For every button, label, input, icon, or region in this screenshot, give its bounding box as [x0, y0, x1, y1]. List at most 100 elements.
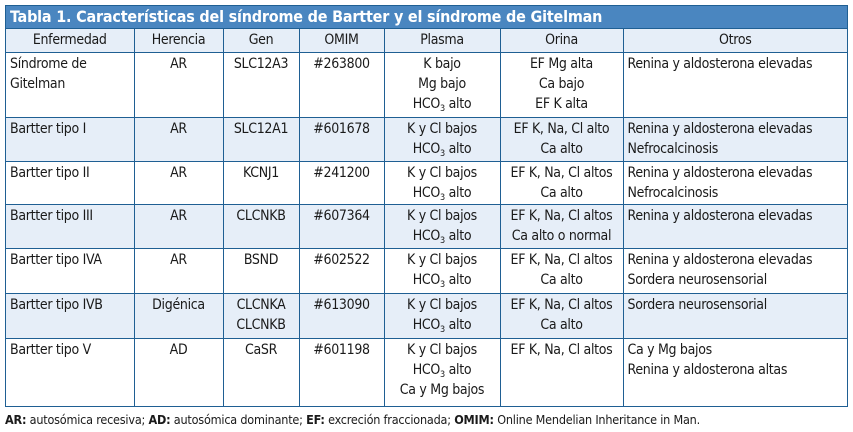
cell-text: EF K, Na, Cl altos — [510, 252, 613, 268]
column-header-omim: OMIM — [298, 29, 385, 53]
cell-text: K y Cl bajos — [407, 342, 477, 358]
cell-text: Ca alto — [540, 185, 583, 201]
cell-text: #607364 — [313, 208, 370, 224]
cell-text: EF K alta — [535, 96, 588, 112]
cell-omim: #263800 — [298, 52, 385, 118]
cell-orina: EF K, Na, Cl altos Ca alto o normal — [499, 204, 624, 249]
cell-text: Ca alto — [540, 272, 583, 288]
cell-enfermedad: Bartter tipo V — [6, 338, 135, 406]
cell-otros: Renina y aldosterona elevadas Nefrocalcin… — [622, 117, 847, 162]
comparison-table: Enfermedad Herencia Gen OMIM Plasma Orina Otro… — [6, 29, 847, 406]
cell-text: Bartter tipo IVB — [10, 297, 103, 313]
footnote-definition: Online Mendelian Inheritance in Man. — [493, 412, 700, 427]
cell-herencia: AR — [133, 161, 224, 205]
cell-text: K y Cl bajos — [407, 165, 477, 181]
cell-text: Bartter tipo II — [10, 165, 90, 181]
column-header-orina: Orina — [499, 29, 624, 53]
cell-enfermedad: Bartter tipo I — [6, 117, 135, 162]
cell-herencia: AR — [133, 248, 224, 294]
cell-text: Ca alto — [540, 141, 583, 157]
footnote-definition: excreción fraccionada; — [324, 412, 455, 427]
cell-text: #601198 — [313, 342, 370, 358]
cell-text: K y Cl bajos — [407, 252, 477, 268]
cell-text: K y Cl bajos — [407, 208, 477, 224]
cell-gen: CLCNKB — [222, 204, 300, 249]
cell-text: HCO3 alto — [412, 272, 472, 290]
cell-text: HCO3 alto — [412, 228, 472, 246]
cell-text: KCNJ1 — [243, 165, 279, 181]
cell-gen: SLC12A1 — [222, 117, 300, 162]
cell-text: K bajo — [423, 56, 461, 72]
cell-text: K y Cl bajos — [407, 121, 477, 137]
cell-text: Ca alto — [540, 317, 583, 333]
cell-text: Renina y aldosterona elevadas — [627, 121, 813, 137]
cell-text: AR — [170, 208, 187, 224]
cell-text: SLC12A1 — [233, 121, 289, 137]
cell-text: EF Mg alta — [530, 56, 593, 72]
cell-orina: EF K, Na, Cl altos — [499, 338, 624, 406]
footnote-abbr: EF: — [306, 412, 325, 427]
cell-text: Renina y aldosterona elevadas — [627, 56, 813, 72]
cell-text: Nefrocalcinosis — [627, 185, 719, 201]
cell-text: EF K, Na, Cl altos — [510, 208, 613, 224]
cell-text: EF K, Na, Cl altos — [510, 342, 613, 358]
cell-text: Bartter tipo IVA — [10, 252, 102, 268]
cell-text: AR — [170, 56, 187, 72]
cell-otros: Renina y aldosterona elevadas — [622, 204, 847, 249]
cell-gen: KCNJ1 — [222, 161, 300, 205]
cell-enfermedad: Bartter tipo IVB — [6, 293, 135, 339]
cell-plasma: K y Cl bajos HCO3 alto Ca y Mg bajos — [383, 338, 501, 406]
cell-text: K y Cl bajos — [407, 297, 477, 313]
cell-enfermedad: Bartter tipo III — [6, 204, 135, 249]
table-row: Bartter tipo IVB Digénica CLCNKA CLCNKB #613… — [6, 293, 847, 339]
column-header-otros: Otros — [622, 29, 847, 53]
cell-text: AD — [169, 342, 188, 358]
cell-text: HCO3 alto — [412, 141, 472, 159]
cell-gen: CaSR — [222, 338, 300, 406]
cell-herencia: Digénica — [133, 293, 224, 339]
header-row: Enfermedad Herencia Gen OMIM Plasma Orina Otro… — [6, 29, 847, 53]
footnote-abbr: AR: — [5, 412, 27, 427]
cell-text: Ca y Mg bajos — [399, 382, 485, 398]
cell-text: Sordera neurosensorial — [627, 297, 768, 313]
cell-enfermedad: Síndrome de Gitelman — [6, 52, 135, 118]
cell-omim: #602522 — [298, 248, 385, 294]
cell-text: HCO3 alto — [412, 96, 472, 114]
footnote-abbr: OMIM: — [454, 412, 494, 427]
cell-orina: EF Mg alta Ca bajo EF K alta — [499, 52, 624, 118]
cell-text: Mg bajo — [418, 76, 466, 92]
cell-otros: Sordera neurosensorial — [622, 293, 847, 339]
cell-gen: BSND — [222, 248, 300, 294]
cell-otros: Renina y aldosterona elevadas — [622, 52, 847, 118]
cell-plasma: K y Cl bajos HCO3 alto — [383, 248, 501, 294]
cell-text: AR — [170, 252, 187, 268]
cell-omim: #607364 — [298, 204, 385, 249]
cell-text: CaSR — [244, 342, 278, 358]
cell-plasma: K y Cl bajos HCO3 alto — [383, 161, 501, 205]
cell-omim: #241200 — [298, 161, 385, 205]
table-row: Bartter tipo I AR SLC12A1 #601678 K y Cl baj… — [6, 117, 847, 162]
cell-text: Síndrome de — [10, 56, 87, 72]
cell-omim: #601678 — [298, 117, 385, 162]
cell-plasma: K y Cl bajos HCO3 alto — [383, 204, 501, 249]
cell-text: #241200 — [313, 165, 370, 181]
cell-text: Renina y aldosterona elevadas — [627, 165, 813, 181]
cell-text: Ca bajo — [538, 76, 585, 92]
cell-enfermedad: Bartter tipo II — [6, 161, 135, 205]
cell-text: AR — [170, 165, 187, 181]
cell-text: Bartter tipo V — [10, 342, 91, 358]
cell-omim: #613090 — [298, 293, 385, 339]
table-body: Síndrome de Gitelman AR SLC12A3 #263800 K baj… — [6, 52, 847, 406]
column-header-gen: Gen — [222, 29, 300, 53]
cell-text: Bartter tipo III — [10, 208, 93, 224]
column-header-herencia: Herencia — [133, 29, 224, 53]
cell-orina: EF K, Na, Cl altos Ca alto — [499, 248, 624, 294]
cell-orina: EF K, Na, Cl alto Ca alto — [499, 117, 624, 162]
cell-gen: CLCNKA CLCNKB — [222, 293, 300, 339]
column-header-plasma: Plasma — [383, 29, 501, 53]
table-row: Bartter tipo IVA AR BSND #602522 K y Cl bajo… — [6, 248, 847, 294]
cell-plasma: K y Cl bajos HCO3 alto — [383, 117, 501, 162]
cell-text: #602522 — [313, 252, 370, 268]
cell-herencia: AR — [133, 204, 224, 249]
table-row: Síndrome de Gitelman AR SLC12A3 #263800 K baj… — [6, 52, 847, 118]
